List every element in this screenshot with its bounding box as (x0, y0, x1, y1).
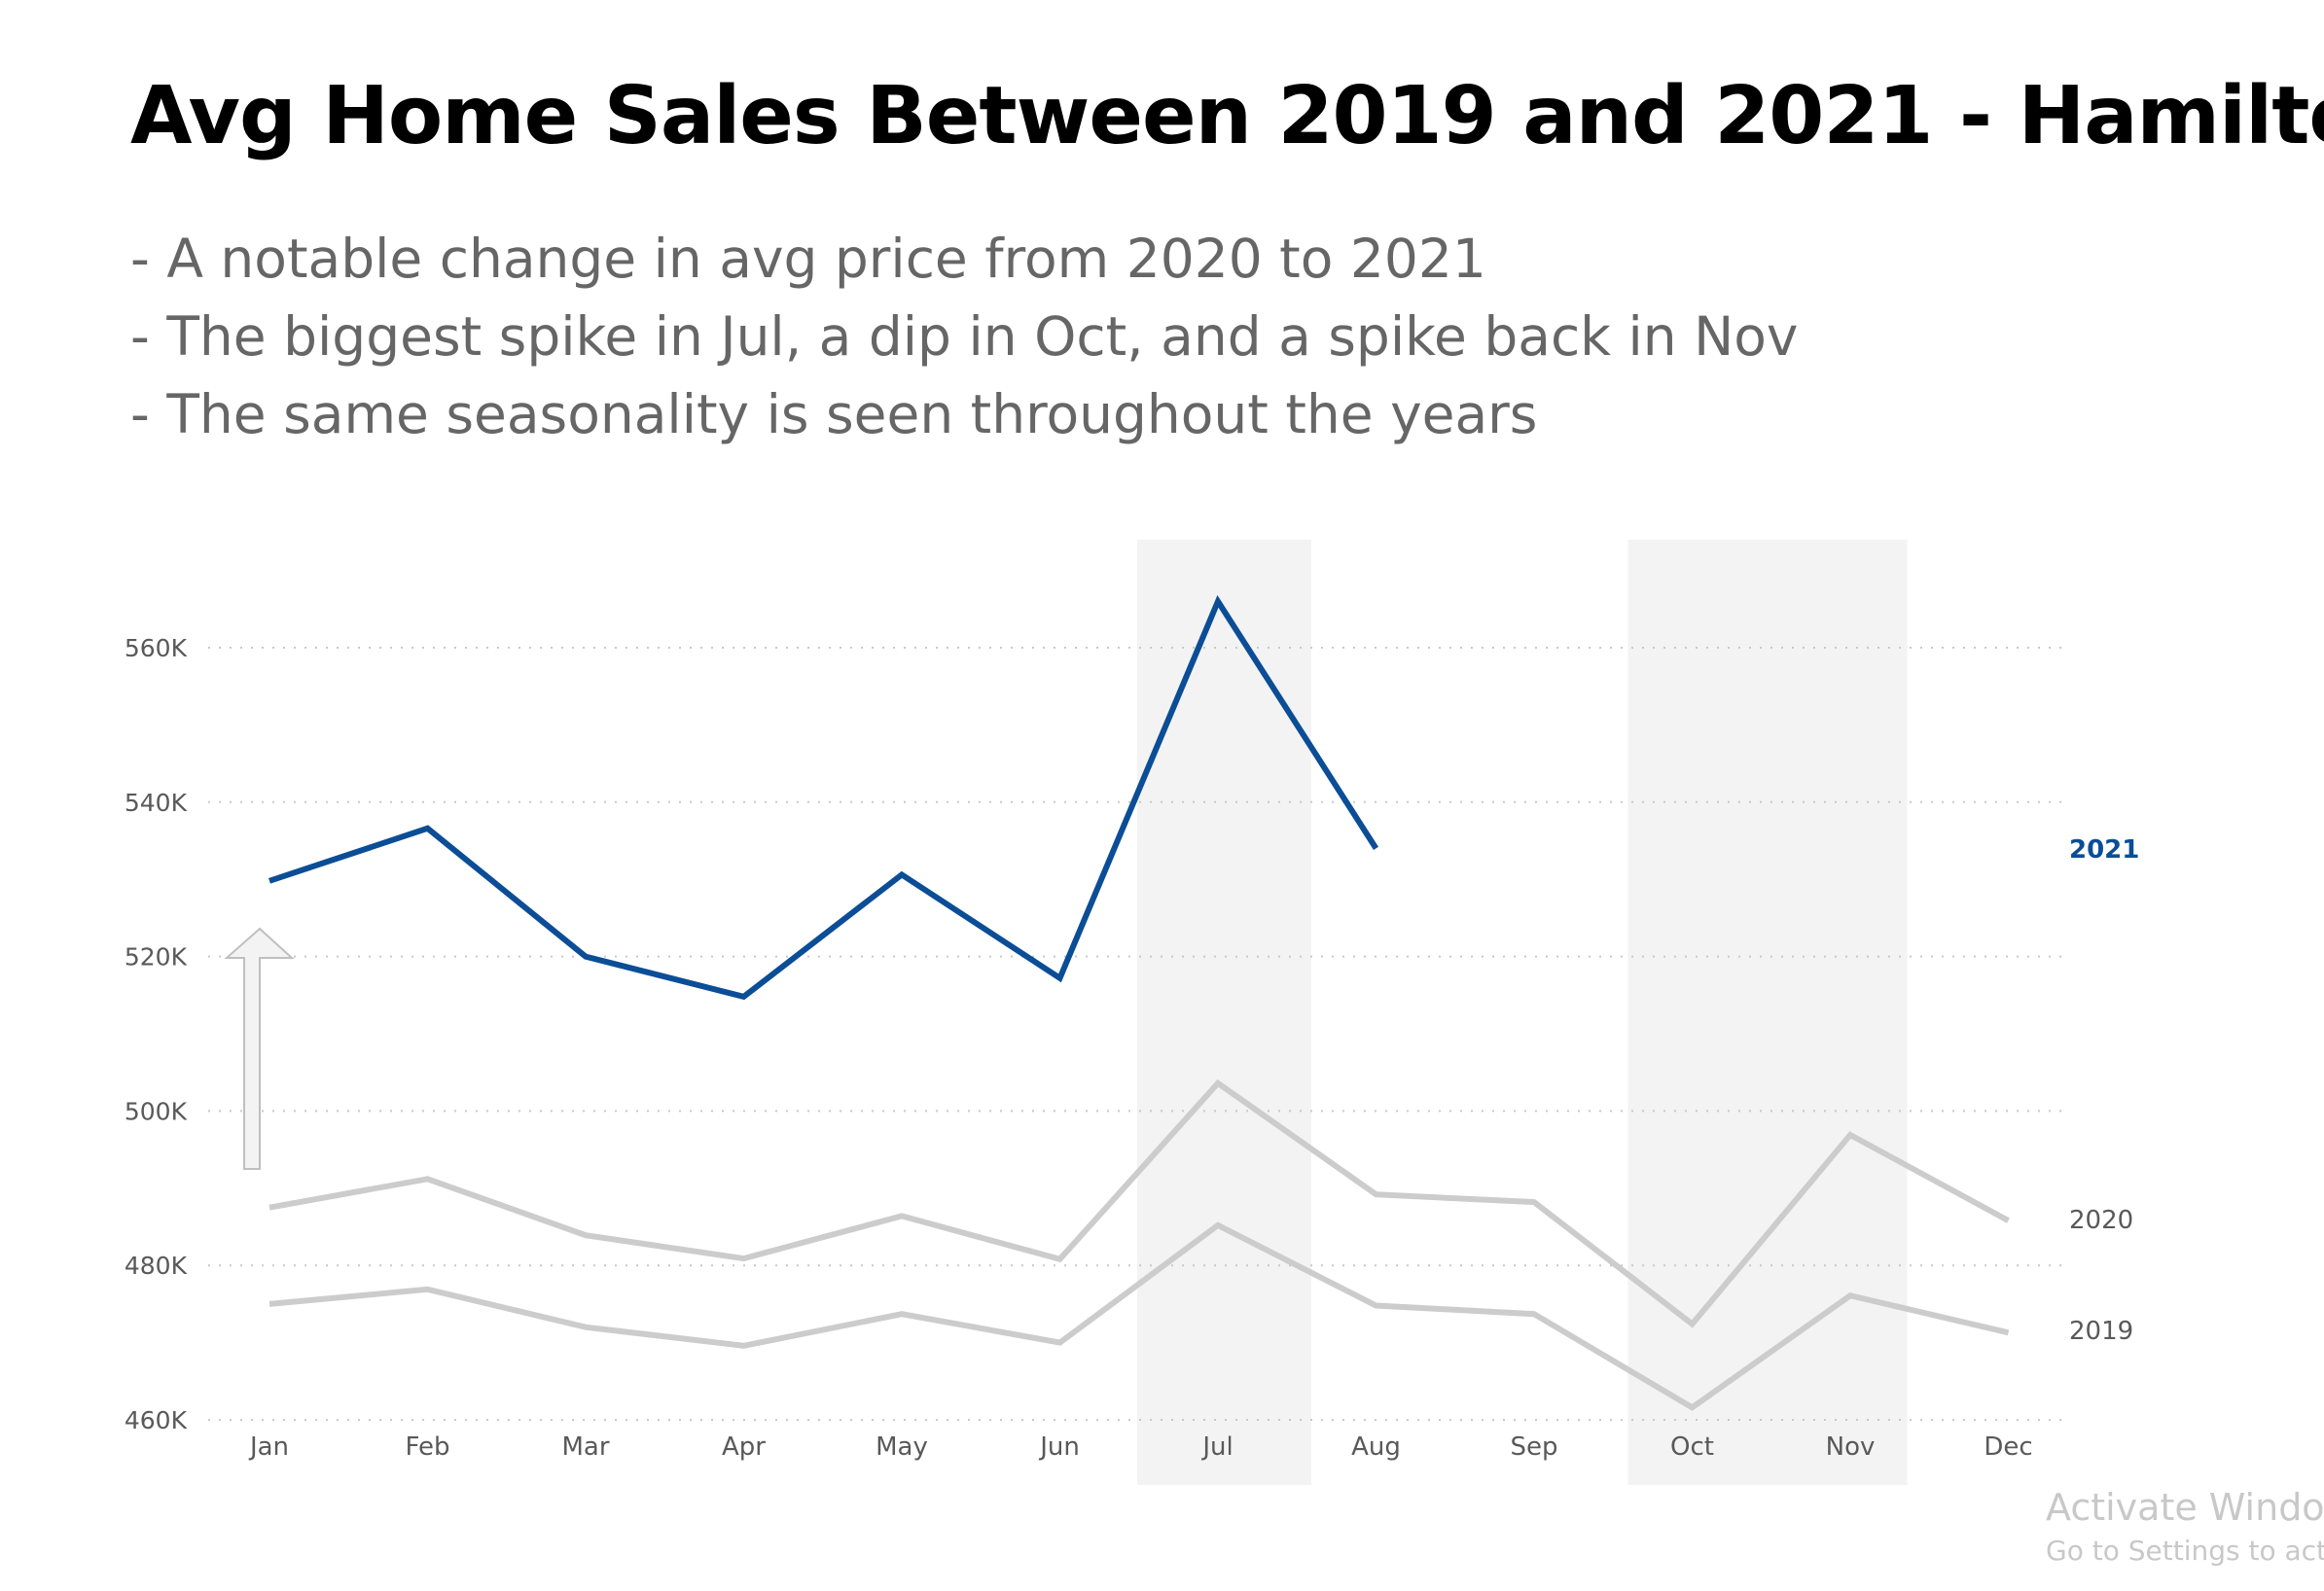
highlight-bands (1137, 540, 1908, 1485)
series-line-2020 (268, 1078, 2010, 1328)
x-tick-label: May (876, 1432, 928, 1462)
y-tick-label: 500K (125, 1097, 188, 1125)
chart-notes: - A notable change in avg price from 202… (130, 220, 1798, 453)
x-tick-label: Oct (1670, 1432, 1714, 1462)
x-tick-label: Aug (1351, 1432, 1401, 1462)
up-arrow-annotation (224, 927, 295, 1170)
y-tick-label: 480K (125, 1252, 188, 1280)
series-line-2019 (268, 1221, 2010, 1411)
watermark-line-2: Go to Settings to activa (2046, 1535, 2324, 1567)
x-tick-label: Apr (722, 1432, 766, 1462)
note-line-2: - The biggest spike in Jul, a dip in Oct… (130, 305, 1799, 368)
x-tick-label: Dec (1984, 1432, 2032, 1462)
note-line-3: - The same seasonality is seen throughou… (130, 383, 1538, 445)
activation-watermark: Activate Window Go to Settings to activa (2046, 1486, 2324, 1567)
y-tick-label: 460K (125, 1406, 188, 1434)
y-tick-label: 520K (125, 943, 188, 972)
highlight-band-oct-nov (1627, 540, 1908, 1485)
series-label-2020: 2020 (2069, 1206, 2133, 1235)
series-line-2021 (268, 594, 1379, 1001)
x-tick-label: Jul (1200, 1432, 1233, 1462)
series-label-2019: 2019 (2069, 1317, 2133, 1346)
x-tick-label: Mar (561, 1432, 609, 1462)
note-line-1: - A notable change in avg price from 202… (130, 228, 1486, 290)
x-tick-label: Nov (1826, 1432, 1876, 1462)
x-axis: Jan Feb Mar Apr May Jun Jul Aug Sep Oct Nov Dec (248, 1432, 2033, 1462)
watermark-line-1: Activate Window (2046, 1486, 2324, 1529)
x-tick-label: Sep (1510, 1432, 1557, 1462)
y-axis: 460K 480K 500K 520K 540K 560K (125, 634, 188, 1434)
series-labels: 2021 2020 2019 (2069, 835, 2139, 1346)
x-tick-label: Jun (1038, 1432, 1080, 1462)
x-tick-label: Feb (405, 1432, 449, 1462)
x-tick-label: Jan (248, 1432, 289, 1462)
series-label-2021: 2021 (2069, 835, 2139, 865)
y-tick-label: 560K (125, 634, 188, 662)
chart-title: Avg Home Sales Between 2019 and 2021 - H… (130, 70, 2324, 162)
series-lines (268, 594, 2010, 1411)
y-tick-label: 540K (125, 789, 188, 817)
up-arrow-icon (224, 927, 295, 1170)
highlight-band-jul (1137, 540, 1311, 1485)
